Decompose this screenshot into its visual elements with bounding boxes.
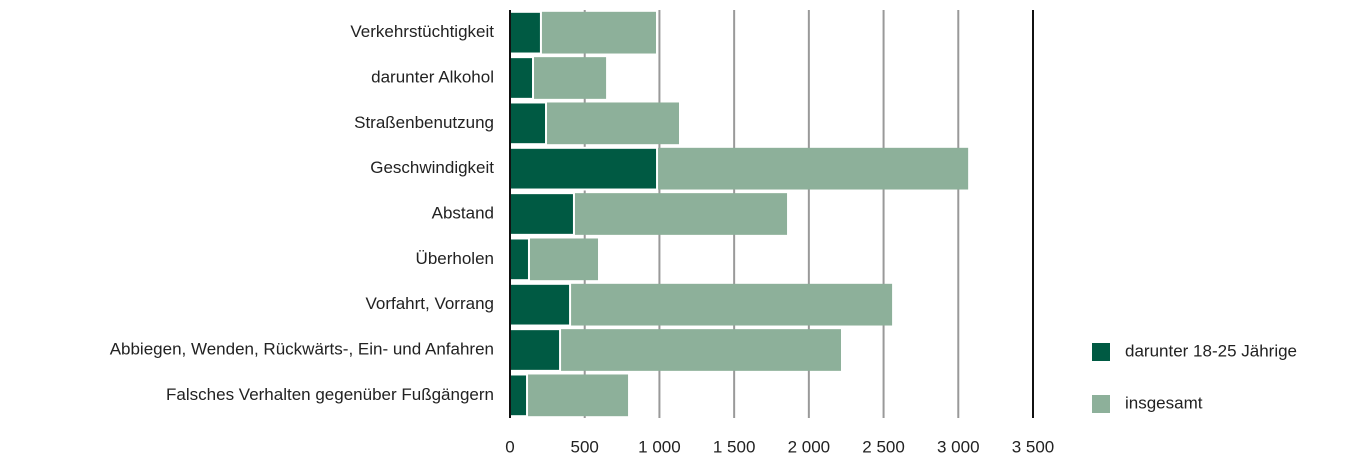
legend-swatch [1092, 343, 1110, 361]
bar [509, 373, 529, 418]
bar [509, 101, 548, 146]
x-tick-label: 3 500 [1012, 437, 1055, 456]
bar [509, 328, 562, 372]
y-tick-label: Falsches Verhalten gegenüber Fußgängern [166, 385, 494, 404]
y-tick-label: Straßenbenutzung [354, 113, 494, 132]
bar [509, 146, 659, 191]
x-tick-label: 2 500 [862, 437, 905, 456]
y-tick-label: Abbiegen, Wenden, Rückwärts-, Ein- und A… [110, 339, 494, 358]
legend-label: insgesamt [1125, 393, 1203, 412]
y-tick-label: Überholen [416, 249, 494, 268]
x-tick-label: 3 000 [937, 437, 980, 456]
x-tick-label: 1 000 [638, 437, 681, 456]
bar [509, 10, 542, 55]
bar [510, 374, 629, 417]
y-tick-label: Vorfahrt, Vorrang [365, 294, 494, 313]
x-tick-label: 2 000 [788, 437, 831, 456]
bar [510, 283, 893, 326]
y-tick-label: Geschwindigkeit [370, 158, 494, 177]
x-tick-label: 0 [505, 437, 514, 456]
legend-swatch [1092, 395, 1110, 413]
x-tick-label: 500 [571, 437, 599, 456]
bar [509, 56, 535, 100]
bar [509, 192, 575, 236]
bar [510, 329, 841, 371]
bar [509, 237, 530, 282]
x-tick-label: 1 500 [713, 437, 756, 456]
y-tick-label: Verkehrstüchtigkeit [350, 22, 494, 41]
y-tick-label: darunter Alkohol [371, 67, 494, 86]
y-tick-label: Abstand [432, 203, 494, 222]
bar [509, 282, 572, 327]
legend-label: darunter 18-25 Jährige [1125, 341, 1297, 360]
